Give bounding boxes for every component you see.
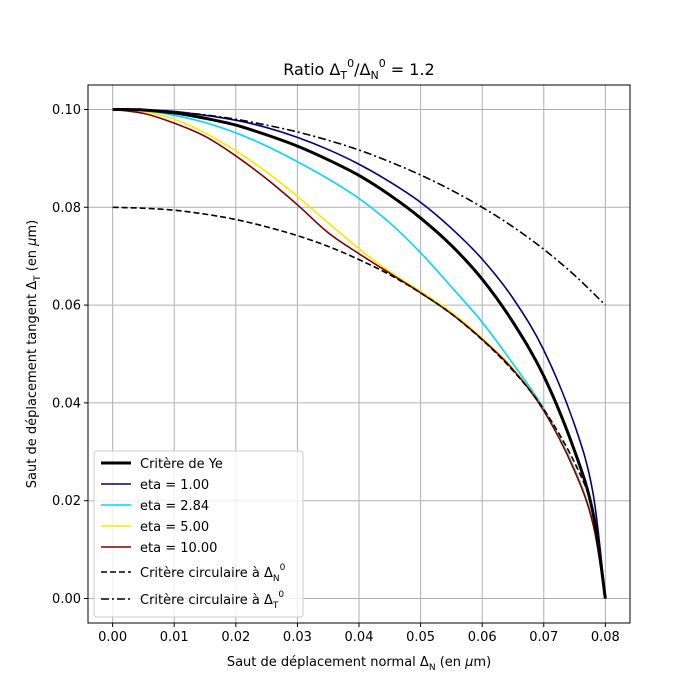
plot-frame	[87, 84, 631, 624]
chart-title: Ratio ΔT0/ΔN0 = 1.2	[283, 57, 434, 82]
legend-label-circ-n: Critère circulaire à ΔN0	[140, 563, 286, 584]
y-tick-label: 0.08	[52, 201, 81, 216]
legend-label-eta-10: eta = 10.00	[140, 541, 217, 556]
legend: Critère de Ye eta = 1.00 eta = 2.84 eta …	[93, 450, 304, 618]
x-tick-label: 0.07	[529, 630, 558, 645]
y-axis-label: Saut de déplacement tangent ΔT (en μm)	[25, 220, 43, 488]
y-tick-label: 0.04	[52, 396, 81, 411]
legend-label-eta-5: eta = 5.00	[140, 520, 209, 535]
y-tick-label: 0.00	[52, 592, 81, 607]
x-tick-label: 0.03	[283, 630, 312, 645]
x-tick-label: 0.06	[468, 630, 497, 645]
series-line	[112, 107, 607, 599]
legend-box	[93, 450, 304, 618]
legend-label-eta-2-84: eta = 2.84	[140, 499, 209, 514]
x-tick-label: 0.02	[221, 630, 250, 645]
x-tick-label: 0.00	[98, 630, 127, 645]
y-axis-ticks: 0.00 0.02 0.04 0.06 0.08 0.10	[52, 103, 88, 607]
y-tick-label: 0.02	[52, 494, 81, 509]
x-tick-label: 0.04	[345, 630, 374, 645]
legend-label-circ-t: Critère circulaire à ΔT0	[140, 590, 284, 611]
y-tick-label: 0.10	[52, 103, 81, 118]
grid	[88, 85, 630, 623]
legend-label-ye: Critère de Ye	[140, 457, 223, 472]
series-line	[112, 206, 607, 599]
legend-label-eta-1: eta = 1.00	[140, 478, 209, 493]
x-axis-label: Saut de déplacement normal ΔN (en μm)	[227, 655, 491, 673]
x-tick-label: 0.08	[591, 630, 620, 645]
series-line	[112, 108, 606, 306]
x-tick-label: 0.01	[160, 630, 189, 645]
plot-series	[112, 107, 607, 599]
y-tick-label: 0.06	[52, 299, 81, 314]
x-axis-ticks: 0.00 0.01 0.02 0.03 0.04 0.05 0.06 0.07 0.08	[98, 623, 620, 645]
series-line	[112, 108, 607, 599]
x-tick-label: 0.05	[406, 630, 435, 645]
